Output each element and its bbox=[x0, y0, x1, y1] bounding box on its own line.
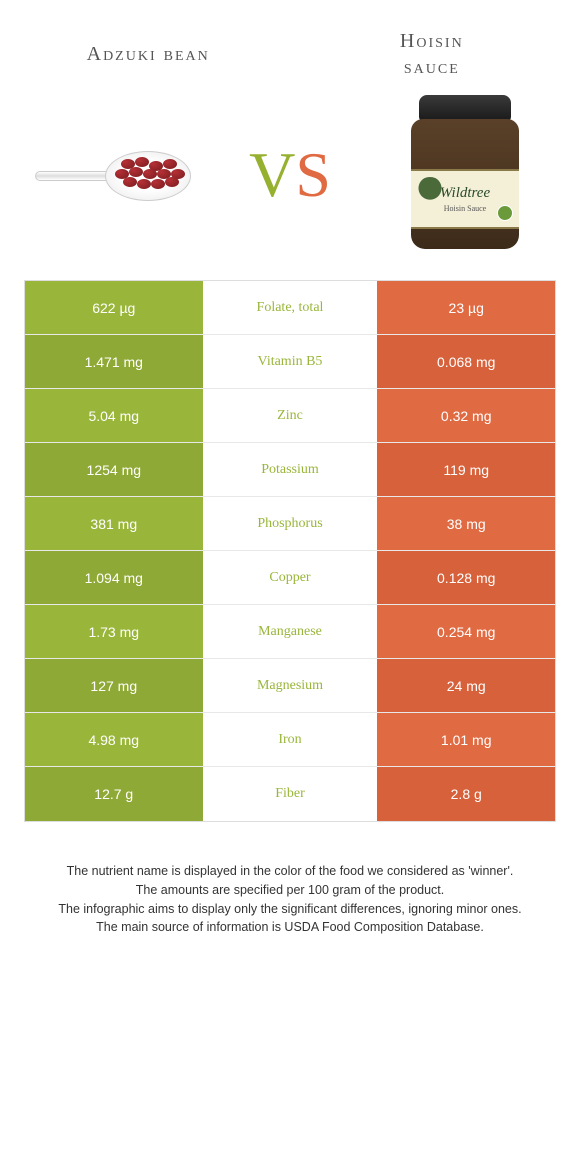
left-food-image bbox=[30, 100, 200, 250]
right-food-image: Wildtree Hoisin Sauce bbox=[380, 100, 550, 250]
left-value: 1254 mg bbox=[25, 443, 203, 496]
header-titles: Adzuki bean Hoisin sauce bbox=[0, 0, 580, 90]
left-value: 12.7 g bbox=[25, 767, 203, 821]
comparison-table: 622 µgFolate, total23 µg1.471 mgVitamin … bbox=[24, 280, 556, 822]
left-value: 381 mg bbox=[25, 497, 203, 550]
right-value: 0.254 mg bbox=[377, 605, 555, 658]
left-value: 127 mg bbox=[25, 659, 203, 712]
jar-brand: Wildtree bbox=[440, 185, 490, 202]
right-value: 0.32 mg bbox=[377, 389, 555, 442]
left-value: 622 µg bbox=[25, 281, 203, 334]
vs-v: V bbox=[249, 139, 295, 210]
footer-line: The nutrient name is displayed in the co… bbox=[30, 862, 550, 881]
right-value: 0.128 mg bbox=[377, 551, 555, 604]
jar-icon: Wildtree Hoisin Sauce bbox=[405, 95, 525, 255]
jar-sub: Hoisin Sauce bbox=[444, 204, 486, 213]
nutrient-label: Vitamin B5 bbox=[203, 335, 378, 388]
table-row: 381 mgPhosphorus38 mg bbox=[25, 497, 555, 551]
table-row: 127 mgMagnesium24 mg bbox=[25, 659, 555, 713]
right-value: 23 µg bbox=[377, 281, 555, 334]
left-value: 4.98 mg bbox=[25, 713, 203, 766]
left-value: 1.73 mg bbox=[25, 605, 203, 658]
left-value: 1.094 mg bbox=[25, 551, 203, 604]
table-row: 622 µgFolate, total23 µg bbox=[25, 281, 555, 335]
table-row: 1.094 mgCopper0.128 mg bbox=[25, 551, 555, 605]
footer-line: The main source of information is USDA F… bbox=[30, 918, 550, 937]
table-row: 4.98 mgIron1.01 mg bbox=[25, 713, 555, 767]
spoon-icon bbox=[35, 145, 195, 205]
footer-line: The amounts are specified per 100 gram o… bbox=[30, 881, 550, 900]
left-value: 1.471 mg bbox=[25, 335, 203, 388]
nutrient-label: Zinc bbox=[203, 389, 378, 442]
right-value: 119 mg bbox=[377, 443, 555, 496]
vs-s: S bbox=[295, 139, 331, 210]
table-row: 12.7 gFiber2.8 g bbox=[25, 767, 555, 821]
left-value: 5.04 mg bbox=[25, 389, 203, 442]
right-food-title: Hoisin sauce bbox=[314, 28, 550, 80]
right-value: 24 mg bbox=[377, 659, 555, 712]
right-value: 38 mg bbox=[377, 497, 555, 550]
footer-notes: The nutrient name is displayed in the co… bbox=[0, 822, 580, 967]
right-value: 0.068 mg bbox=[377, 335, 555, 388]
nutrient-label: Fiber bbox=[203, 767, 378, 821]
table-row: 5.04 mgZinc0.32 mg bbox=[25, 389, 555, 443]
nutrient-label: Phosphorus bbox=[203, 497, 378, 550]
table-row: 1254 mgPotassium119 mg bbox=[25, 443, 555, 497]
footer-line: The infographic aims to display only the… bbox=[30, 900, 550, 919]
nutrient-label: Folate, total bbox=[203, 281, 378, 334]
images-row: VS Wildtree Hoisin Sauce bbox=[0, 90, 580, 280]
vs-label: VS bbox=[249, 138, 331, 212]
nutrient-label: Magnesium bbox=[203, 659, 378, 712]
table-row: 1.73 mgManganese0.254 mg bbox=[25, 605, 555, 659]
nutrient-label: Copper bbox=[203, 551, 378, 604]
table-row: 1.471 mgVitamin B50.068 mg bbox=[25, 335, 555, 389]
right-value: 2.8 g bbox=[377, 767, 555, 821]
nutrient-label: Iron bbox=[203, 713, 378, 766]
left-food-title: Adzuki bean bbox=[30, 41, 266, 67]
right-value: 1.01 mg bbox=[377, 713, 555, 766]
infographic-container: Adzuki bean Hoisin sauce bbox=[0, 0, 580, 967]
nutrient-label: Manganese bbox=[203, 605, 378, 658]
nutrient-label: Potassium bbox=[203, 443, 378, 496]
